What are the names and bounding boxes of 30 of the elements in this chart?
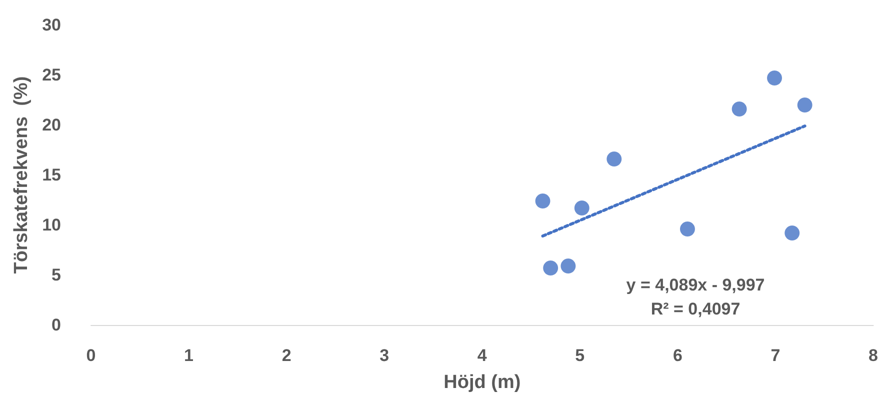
x-tick-label: 1 [184,346,194,365]
point [680,222,695,236]
x-tick-label: 8 [868,346,878,365]
y-tick-label: 5 [52,266,61,284]
point [732,102,747,116]
y-tick-label: 20 [42,116,61,134]
y-tick-label: 25 [42,66,61,84]
x-tick-label: 6 [672,346,682,365]
y-tick-label: 0 [52,316,61,334]
x-tick-label: 7 [770,346,780,365]
point [560,258,576,274]
x-axis-title: Höjd (m) [444,372,521,393]
y-tick-label: 30 [42,16,61,34]
point [784,226,800,240]
annotation: R² = 0,4097 [650,300,740,318]
x-tick-label: 5 [575,346,585,365]
x-tick-label: 0 [86,346,96,365]
point [543,260,558,276]
x-tick-label: 3 [380,346,390,365]
annotation: y = 4,089x - 9,997 [626,276,765,294]
y-axis-title: Törskatefrekvens (%) [11,76,32,274]
y-tick-label: 15 [42,166,61,184]
point [535,194,550,208]
point [574,200,590,216]
point [767,70,782,86]
x-tick-label: 4 [477,346,488,365]
point [797,98,812,112]
point [606,152,622,166]
x-tick-label: 2 [282,346,292,365]
y-tick-label: 10 [42,216,61,234]
